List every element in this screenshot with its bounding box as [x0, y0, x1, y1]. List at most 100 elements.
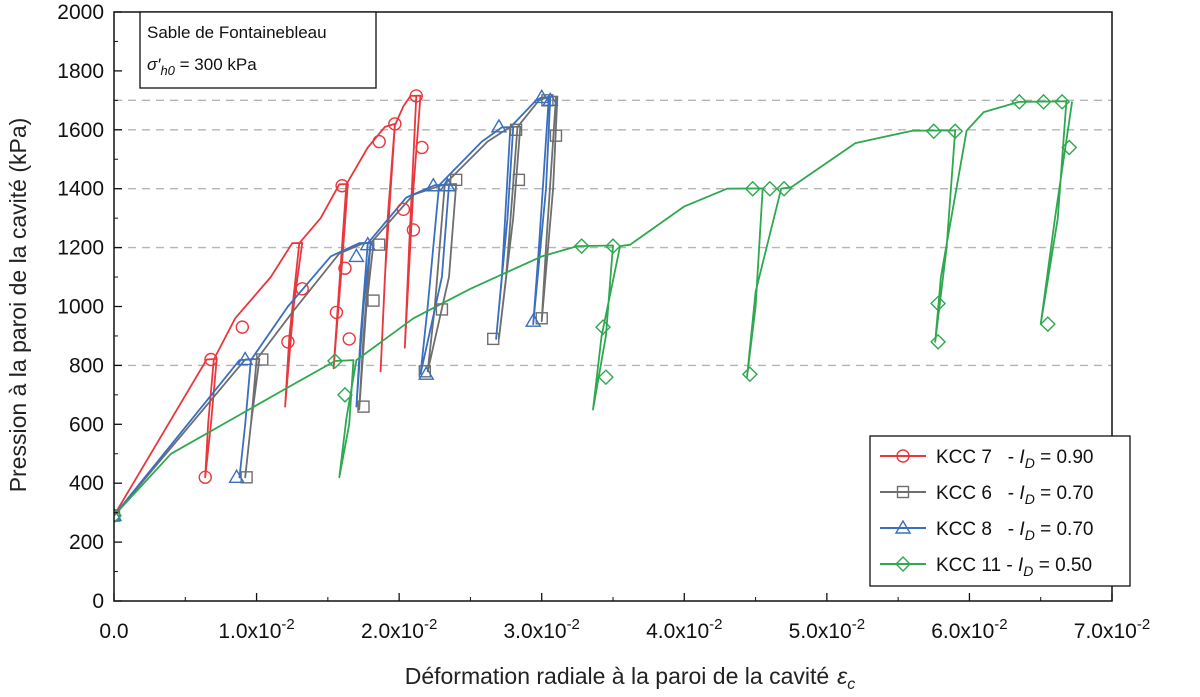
- x-tick-label: 2.0x10-2: [361, 616, 437, 643]
- series-0-marker: [198, 470, 212, 485]
- x-tick-label: 0.0: [99, 620, 128, 643]
- legend-label: KCC 7 - ID = 0.90: [936, 447, 1093, 471]
- legend-label: KCC 8 - ID = 0.70: [936, 519, 1093, 543]
- series-2-marker: [439, 177, 456, 192]
- series-3-marker: [1039, 316, 1056, 333]
- x-tick-exponent: -2: [424, 616, 437, 633]
- series-line-2: [114, 96, 552, 517]
- legend-id-sub: D: [1023, 563, 1033, 579]
- info-line2-rest: = 300 kPa: [175, 55, 257, 74]
- series-0-marker: [406, 223, 421, 237]
- legend-marker: [894, 519, 912, 534]
- y-tick-label: 1200: [57, 237, 104, 260]
- series-0-marker: [388, 117, 402, 131]
- info-box: Sable de Fontainebleau σ′h0 = 300 kPa: [139, 11, 377, 89]
- x-tick-exponent: -2: [567, 616, 580, 633]
- series-0-marker: [415, 140, 429, 155]
- series-0-marker: [409, 89, 423, 103]
- legend-value: = 0.90: [1035, 447, 1094, 468]
- x-axis-title-subscript: c: [847, 676, 855, 693]
- series-2-marker: [533, 89, 550, 104]
- legend-frame: [869, 435, 1131, 587]
- series-2-marker: [425, 177, 442, 192]
- series-1-marker: [449, 173, 463, 187]
- series-3-marker: [573, 238, 590, 255]
- series-line-3: [114, 100, 1073, 517]
- series-3-marker: [776, 180, 793, 197]
- legend-value: = 0.70: [1035, 483, 1094, 504]
- legend-marker: [896, 485, 910, 499]
- series-line-0: [114, 94, 422, 517]
- series-3-marker: [1054, 93, 1071, 110]
- y-axis: 0 200 400 600 800 1000 1200 1400 1600 1800 2000: [57, 1, 122, 613]
- series-0-marker: [342, 332, 356, 346]
- series-0-marker: [396, 202, 411, 217]
- series-0-marker: [372, 134, 386, 149]
- x-tick-exponent: -2: [709, 616, 722, 633]
- series-1-marker: [114, 509, 121, 522]
- x-tick-mantissa: 3.0x10: [504, 620, 567, 643]
- y-tick-label: 1000: [57, 296, 104, 319]
- series-1-marker: [512, 173, 526, 187]
- legend-marker: [895, 556, 911, 572]
- series-3-marker: [336, 386, 353, 403]
- y-tick-label: 0: [92, 590, 104, 613]
- series-0-marker: [204, 352, 218, 367]
- series-3-marker: [326, 352, 343, 369]
- series-1-marker: [372, 238, 386, 251]
- series-2-marker: [348, 248, 365, 263]
- y-tick-label: 2000: [57, 1, 104, 24]
- legend-id: I: [1019, 483, 1025, 504]
- series-3-marker: [1061, 139, 1078, 156]
- info-box-line2: σ′h0 = 300 kPa: [147, 55, 257, 78]
- x-tick-label: 6.0x10-2: [931, 616, 1007, 643]
- x-tick-mantissa: 5.0x10: [789, 620, 852, 643]
- legend-sep: -: [992, 519, 1019, 540]
- series-3-marker: [925, 123, 942, 140]
- series-2-marker: [236, 351, 254, 366]
- series-3-marker: [930, 333, 947, 350]
- series-2-marker: [359, 236, 376, 251]
- legend-series-name: KCC 8: [936, 519, 992, 540]
- x-tick-label: 5.0x10-2: [789, 616, 865, 643]
- legend-id: I: [1019, 519, 1025, 540]
- info-box-frame: [139, 11, 377, 89]
- series-0-marker: [335, 179, 349, 193]
- legend-label: KCC 11 - ID = 0.50: [936, 555, 1092, 579]
- info-sigma: σ′: [147, 55, 161, 74]
- x-axis-title-text: Déformation radiale à la paroi de la cav…: [405, 663, 829, 689]
- x-tick-mantissa: 2.0x10: [361, 620, 424, 643]
- y-tick-label: 600: [69, 413, 104, 436]
- series-3-marker: [741, 366, 758, 383]
- series-line-1: [114, 95, 559, 517]
- series-1-marker: [357, 400, 370, 413]
- x-tick-label: 7.0x10-2: [1074, 616, 1150, 643]
- info-sigma-sub: h0: [160, 63, 175, 78]
- legend-sep: -: [1001, 555, 1018, 576]
- series-3-marker: [114, 507, 122, 524]
- legend-label: KCC 6 - ID = 0.70: [936, 483, 1093, 507]
- series-3-marker: [595, 319, 612, 336]
- y-tick-label: 400: [69, 472, 104, 495]
- series-1-marker: [367, 294, 380, 307]
- series-1-marker: [549, 129, 563, 142]
- x-axis-title-symbol: ε: [837, 663, 848, 689]
- x-tick-exponent: -2: [994, 616, 1007, 633]
- series-1-marker: [487, 332, 500, 346]
- x-tick-label: 3.0x10-2: [504, 616, 580, 643]
- series-3-marker: [947, 123, 964, 140]
- series-0-marker: [338, 261, 352, 275]
- series-3-marker: [1035, 93, 1052, 110]
- series-markers: [114, 89, 1078, 524]
- y-axis-title: Pression à la paroi de la cavité (kPa): [5, 118, 31, 493]
- legend-id-sub: D: [1025, 455, 1035, 471]
- series-1-marker: [256, 353, 269, 366]
- series-3-marker: [761, 180, 778, 197]
- legend-value: = 0.70: [1035, 519, 1094, 540]
- legend-id: I: [1018, 555, 1024, 576]
- series-3-marker: [744, 180, 761, 197]
- x-tick-label: 1.0x10-2: [218, 616, 294, 643]
- x-tick-exponent: -2: [1137, 616, 1150, 633]
- x-tick-mantissa: 6.0x10: [931, 620, 994, 643]
